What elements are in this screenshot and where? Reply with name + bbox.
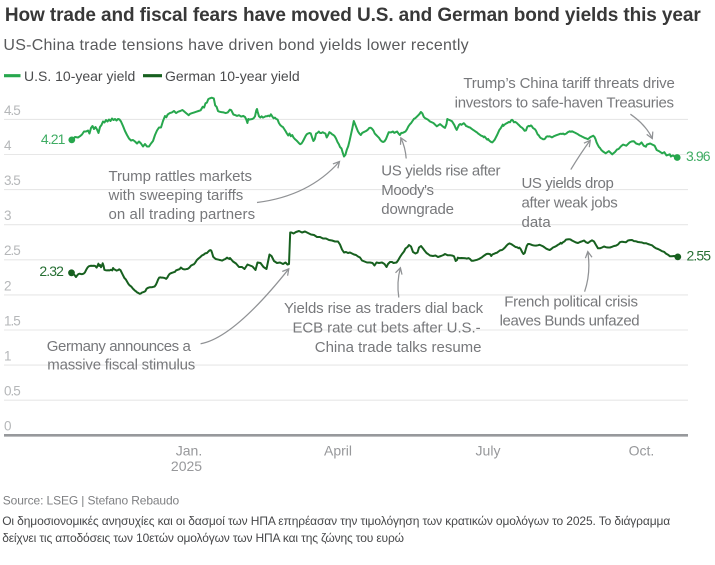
svg-text:2.55: 2.55 [687, 247, 712, 263]
svg-text:Oct.: Oct. [629, 443, 655, 459]
svg-text:with sweeping tariffs: with sweeping tariffs [108, 187, 244, 204]
svg-text:2025: 2025 [171, 458, 202, 474]
svg-text:US yields rise after: US yields rise after [381, 163, 500, 180]
svg-text:2: 2 [4, 278, 12, 293]
svg-text:downgrade: downgrade [381, 201, 454, 218]
svg-text:data: data [522, 214, 552, 231]
svg-text:Οι δημοσιονομικές ανησυχίες κα: Οι δημοσιονομικές ανησυχίες και οι δασμο… [2, 514, 670, 528]
svg-text:4.5: 4.5 [4, 103, 20, 118]
svg-text:massive fiscal stimulus: massive fiscal stimulus [47, 357, 195, 374]
svg-text:July: July [476, 443, 501, 459]
svg-text:Jan.: Jan. [176, 443, 202, 459]
svg-text:Yields rise as traders dial ba: Yields rise as traders dial back [284, 300, 484, 317]
svg-text:4.21: 4.21 [41, 131, 66, 147]
svg-text:0: 0 [4, 419, 12, 434]
svg-text:δείχνει τις αποδόσεις των 10ετ: δείχνει τις αποδόσεις των 10ετών ομολόγω… [2, 531, 404, 545]
svg-text:German 10-year yield: German 10-year yield [165, 68, 300, 84]
svg-text:ECB rate cut bets after U.S.-: ECB rate cut bets after U.S.- [292, 320, 480, 337]
svg-text:Moody's: Moody's [381, 182, 433, 199]
svg-text:3.96: 3.96 [686, 148, 711, 164]
svg-text:3.5: 3.5 [4, 173, 20, 188]
svg-text:3: 3 [4, 208, 12, 223]
svg-text:China trade talks resume: China trade talks resume [315, 339, 482, 356]
svg-text:0.5: 0.5 [4, 384, 20, 399]
svg-text:Germany announces a: Germany announces a [47, 338, 192, 355]
svg-text:2.32: 2.32 [39, 263, 64, 279]
svg-text:1: 1 [4, 349, 12, 364]
svg-text:2.5: 2.5 [4, 243, 20, 258]
svg-text:1.5: 1.5 [4, 313, 20, 328]
svg-text:Trump rattles markets: Trump rattles markets [109, 168, 252, 185]
svg-text:4: 4 [4, 138, 12, 153]
svg-text:Source: LSEG | Stefano Rebaudo: Source: LSEG | Stefano Rebaudo [3, 494, 180, 508]
svg-text:Trump’s China tariff threats d: Trump’s China tariff threats drive [463, 75, 674, 92]
svg-text:US yields drop: US yields drop [522, 175, 614, 192]
svg-text:investors to safe-haven Treasu: investors to safe-haven Treasuries [455, 95, 674, 112]
svg-text:after weak jobs: after weak jobs [522, 195, 618, 212]
svg-text:U.S. 10-year yield: U.S. 10-year yield [24, 68, 135, 84]
svg-text:April: April [324, 443, 352, 459]
svg-text:How trade and fiscal fears hav: How trade and fiscal fears have moved U.… [5, 5, 701, 26]
svg-text:leaves Bunds unfazed: leaves Bunds unfazed [500, 313, 640, 330]
svg-text:French political crisis: French political crisis [504, 294, 637, 311]
svg-text:US-China trade tensions have d: US-China trade tensions have driven bond… [3, 37, 469, 54]
svg-text:on all trading partners: on all trading partners [109, 206, 256, 223]
